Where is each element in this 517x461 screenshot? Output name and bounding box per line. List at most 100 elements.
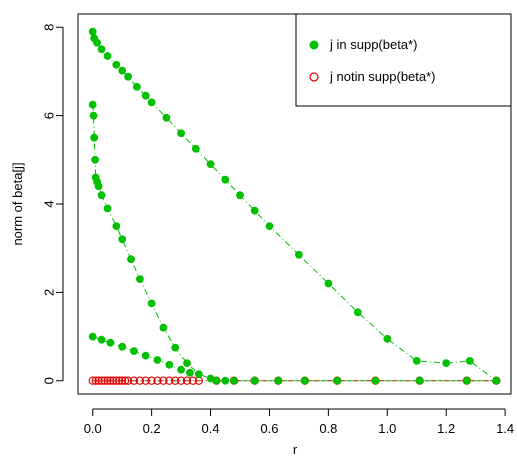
data-point-not-in-support [97,376,106,385]
data-point-not-in-support [100,376,109,385]
data-point-not-in-support [123,376,133,385]
data-point-in-support [88,100,97,109]
data-point-in-support [294,250,303,259]
data-point-in-support [135,275,144,283]
x-tick-label: 0.6 [260,421,278,436]
data-point-in-support [90,133,99,142]
data-point-in-support [183,359,191,367]
data-point-in-support [103,204,112,213]
data-point-in-support [250,376,259,385]
data-point-in-support [141,351,150,360]
data-point-in-support [324,279,333,288]
data-point-in-support [492,376,501,385]
data-point-in-support [159,323,168,332]
data-point-in-support [118,342,127,351]
data-point-in-support [221,175,230,184]
data-point-not-in-support [109,376,118,385]
data-point-in-support [88,332,97,341]
data-point-not-in-support [118,376,127,385]
data-point-in-support [103,52,112,60]
data-point-in-support [162,113,171,122]
data-point-in-support [130,347,138,355]
data-point-not-in-support [94,376,103,385]
y-tick-label: 6 [42,112,57,119]
data-point-in-support [118,66,127,75]
data-point-in-support [371,376,380,385]
data-point-not-in-support [115,376,124,385]
data-point-in-support [127,255,135,264]
data-point-not-in-support [91,376,100,385]
y-tick-label: 4 [42,200,57,207]
data-point-not-in-support [165,376,174,385]
data-point-in-support [230,376,238,385]
data-point-in-support [171,343,180,352]
data-point-not-in-support [106,376,115,385]
data-point-in-support [265,222,274,230]
data-point-in-support [97,335,106,344]
data-point-not-in-support [153,376,162,385]
data-point-in-support [94,182,103,191]
x-axis-label: r [293,442,298,457]
data-point-in-support [153,356,162,364]
data-point-in-support [106,338,115,347]
x-tick-label: 0.8 [319,421,337,436]
y-axis: 0 2 4 6 8 [42,24,64,384]
x-tick-label: 1.0 [378,421,396,436]
data-point-in-support [185,368,194,377]
data-point-in-support [442,359,451,367]
data-point-not-in-support [176,376,186,385]
legend-box [295,13,512,107]
x-tick-label: 0.0 [84,421,102,436]
data-point-not-in-support [182,376,192,385]
legend: j in supp(beta*) j notin supp(beta*) [295,13,512,107]
data-point-in-support [333,376,342,385]
data-point-in-support [112,222,121,230]
data-point-in-support [89,111,98,120]
data-point-in-support [412,356,421,365]
data-point-in-support [147,299,156,308]
data-point-in-support [206,160,215,169]
data-point-not-in-support [188,376,198,385]
data-point-not-in-support [171,376,180,385]
data-point-in-support [141,91,150,100]
data-point-in-support [274,376,283,385]
data-point-in-support [250,206,259,215]
series-line-in-support [92,336,191,374]
data-point-in-support [236,191,244,200]
data-point-in-support [177,129,185,138]
data-point-in-support [353,308,362,317]
y-tick-label: 0 [42,377,57,384]
data-point-in-support [191,144,200,153]
x-tick-label: 0.4 [202,421,220,436]
data-point-in-support [465,356,474,365]
data-point-in-support [97,45,106,54]
legend-label-not-in-support: j notin supp(beta*) [329,69,436,84]
data-point-in-support [462,376,471,385]
data-point-not-in-support [129,376,139,385]
data-point-not-in-support [88,376,97,385]
legend-marker-in-support [309,40,319,50]
x-tick-label: 1.4 [496,421,514,436]
data-point-not-in-support [112,376,121,385]
data-point-in-support [194,370,203,378]
data-point-in-support [177,365,185,374]
data-point-in-support [124,72,133,81]
y-tick-label: 8 [42,24,57,31]
data-point-in-support [91,155,99,164]
data-point-in-support [212,376,221,385]
data-point-not-in-support [103,376,112,385]
y-tick-label: 2 [42,289,57,296]
legend-marker-not-in-support [309,72,319,82]
data-point-not-in-support [120,376,130,385]
data-point-in-support [112,60,121,69]
data-point-in-support [415,376,424,385]
data-point-in-support [97,191,106,200]
data-point-in-support [93,38,101,47]
x-tick-label: 1.2 [437,421,455,436]
plot-frame [77,13,512,395]
data-point-in-support [221,376,230,385]
data-point-not-in-support [147,376,156,385]
data-point-not-in-support [159,376,168,385]
data-point-not-in-support [135,376,145,385]
